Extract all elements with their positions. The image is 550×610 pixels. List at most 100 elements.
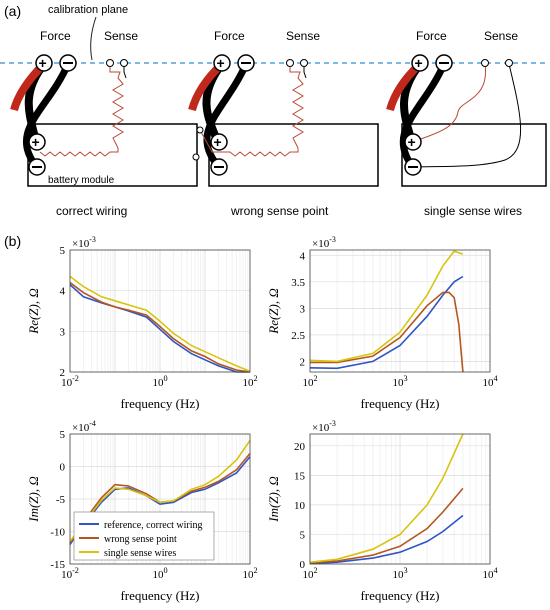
y-tick-label: 5 — [300, 529, 306, 541]
y-tick-label: -5 — [56, 494, 66, 506]
series-line-reference — [309, 275, 464, 370]
x-tick-label: 104 — [482, 566, 497, 581]
calibration-arrow — [90, 16, 97, 61]
force-plus-terminal-2 — [213, 54, 231, 72]
force-label-3: Force — [416, 29, 447, 43]
series-line-wrong — [310, 291, 464, 373]
force-plus-terminal-1 — [35, 54, 53, 72]
force-cable-negative-3 — [399, 62, 448, 169]
y-tick-label: 10 — [294, 500, 306, 512]
x-tick-label: 10-2 — [61, 566, 79, 581]
module-plus-terminal-3 — [404, 133, 422, 151]
sense-label-1: Sense — [104, 29, 138, 43]
plot-frame — [309, 249, 491, 373]
diagram-correct-wiring: Force Sense battery module + + correct w… — [10, 29, 198, 218]
legend-box — [73, 511, 215, 561]
x-tick-label: 104 — [482, 374, 497, 389]
force-label-2: Force — [214, 29, 245, 43]
wrong-sense-point-minus — [192, 153, 200, 161]
sense-minus-terminal-3 — [505, 59, 513, 67]
caption-correct-wiring: correct wiring — [56, 204, 127, 218]
y-tick-label: 2 — [300, 356, 306, 368]
y-exponent-label: ×10-3 — [312, 419, 336, 434]
svg-text:+: + — [214, 134, 222, 150]
y-tick-label: 0 — [60, 462, 66, 474]
y-tick-label: 4 — [300, 250, 306, 262]
module-plus-terminal-2 — [210, 133, 228, 151]
chart-4: 0 5 10 15 20 102 103 104 ×10-3 frequency (Hz) Im(Z… — [266, 419, 498, 603]
y-tick-label: 5 — [60, 429, 66, 441]
x-axis-label: frequency (Hz) — [120, 396, 199, 411]
series-line-reference — [309, 514, 464, 565]
y-exponent-label: ×10-4 — [72, 419, 96, 434]
y-axis-label: Im(Z), Ω — [266, 476, 281, 523]
series-line-single — [309, 250, 464, 363]
y-axis-label: Re(Z), Ω — [266, 288, 281, 335]
y-tick-label: -10 — [50, 527, 65, 539]
sense-plus-terminal-3 — [481, 59, 489, 67]
x-tick-label: 10-2 — [61, 374, 79, 389]
legend-entry: reference, correct wiring — [104, 520, 203, 531]
y-axis-label: Re(Z), Ω — [26, 288, 41, 335]
svg-text:+: + — [32, 134, 40, 150]
svg-text:+: + — [408, 134, 416, 150]
sense-plus-terminal-1 — [106, 59, 114, 67]
sense-plus-terminal-2 — [286, 59, 294, 67]
y-tick-label: 0 — [300, 559, 306, 571]
module-plus-terminal-1 — [28, 133, 46, 151]
x-tick-label: 100 — [152, 374, 167, 389]
x-axis-label: frequency (Hz) — [360, 396, 439, 411]
plot-frame — [69, 249, 251, 373]
y-exponent-label: ×10-3 — [312, 235, 336, 250]
single-sense-wire-plus — [412, 63, 486, 143]
y-tick-label: 4 — [60, 286, 66, 298]
force-cable-negative-2 — [203, 62, 250, 169]
x-axis-label: frequency (Hz) — [120, 588, 199, 603]
svg-text:+: + — [415, 55, 423, 71]
svg-text:+: + — [39, 55, 47, 71]
panel-b-label: (b) — [4, 233, 21, 249]
calibration-plane-label: calibration plane — [48, 4, 128, 16]
series-line-single — [69, 275, 251, 372]
x-tick-label: 102 — [302, 566, 317, 581]
force-plus-terminal-3 — [411, 54, 429, 72]
legend-entry: wrong sense point — [104, 534, 177, 545]
y-tick-label: 3 — [60, 326, 66, 338]
series-line-single — [69, 440, 251, 542]
chart-3: -15 -10 -5 0 5 10-2 100 102 ×10-4 frequency (Hz) I… — [26, 419, 258, 603]
x-axis-label: frequency (Hz) — [360, 588, 439, 603]
x-tick-label: 103 — [392, 374, 407, 389]
series-line-single — [309, 433, 464, 563]
x-tick-label: 102 — [302, 374, 317, 389]
legend-entry: single sense wires — [104, 548, 176, 559]
sense-label-3: Sense — [484, 29, 518, 43]
panel-a-label: (a) — [4, 3, 21, 19]
y-tick-label: 3.5 — [291, 277, 305, 289]
y-tick-label: 5 — [60, 245, 66, 257]
y-tick-label: 3 — [300, 303, 306, 315]
sense-minus-terminal-1 — [120, 59, 128, 67]
diagram-wrong-sense-point: Force Sense + + wrong sense point — [188, 29, 379, 218]
legend: reference, correct wiring wrong sense poi… — [73, 511, 215, 561]
sense-twisted-pair-2 — [199, 64, 304, 157]
plot-frame — [69, 433, 251, 565]
sense-twisted-pair-1 — [39, 64, 124, 157]
diagram-single-sense-wires: Force Sense + + single sense wires — [386, 29, 547, 218]
x-tick-label: 102 — [242, 566, 257, 581]
force-label-1: Force — [40, 29, 71, 43]
y-tick-label: -15 — [50, 559, 65, 571]
y-tick-label: 20 — [294, 441, 306, 453]
chart-2: 2 2.5 3 3.5 4 102 103 104 ×10-3 frequency (Hz) Re(… — [266, 235, 498, 411]
y-exponent-label: ×10-3 — [72, 235, 96, 250]
series-line-reference — [69, 456, 251, 545]
wrong-sense-point-plus — [196, 126, 204, 134]
y-tick-label: 2.5 — [291, 330, 305, 342]
y-tick-label: 15 — [294, 470, 306, 482]
caption-single-sense-wires: single sense wires — [424, 204, 522, 218]
x-tick-label: 103 — [392, 566, 407, 581]
y-axis-label: Im(Z), Ω — [26, 476, 41, 523]
plot-frame — [309, 433, 491, 565]
caption-wrong-sense-point: wrong sense point — [230, 204, 329, 218]
